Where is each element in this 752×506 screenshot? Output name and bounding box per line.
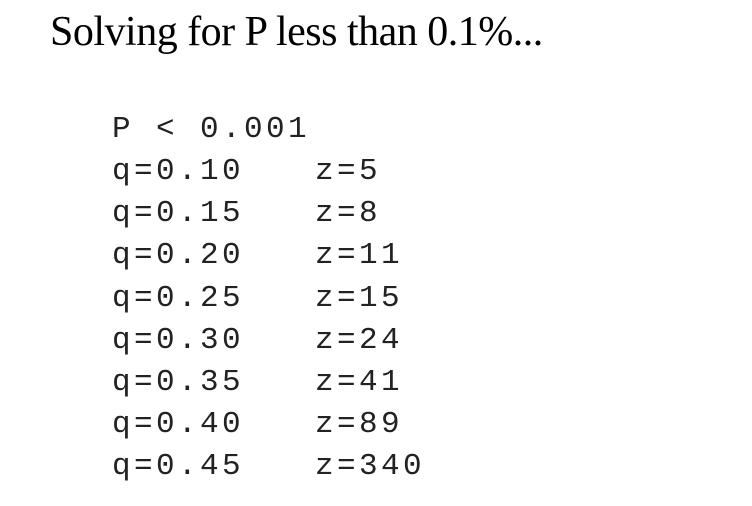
q-value: q=0.45 <box>112 449 245 485</box>
q-value: q=0.40 <box>112 407 245 443</box>
q-value: q=0.20 <box>112 238 245 274</box>
z-value: z=11 <box>315 238 404 274</box>
heading: Solving for P less than 0.1%... <box>50 9 543 55</box>
z-value: z=89 <box>315 407 404 443</box>
q-value: q=0.15 <box>112 196 245 232</box>
q-value: q=0.25 <box>112 280 245 316</box>
z-value: z=24 <box>315 322 404 358</box>
z-value: z=15 <box>315 280 404 316</box>
z-value: z=5 <box>315 154 382 189</box>
q-value: q=0.10 <box>112 154 245 189</box>
z-value: z=41 <box>315 365 404 400</box>
z-value: z=8 <box>315 196 382 232</box>
z-value: z=340 <box>315 449 426 485</box>
q-value: q=0.35 <box>112 365 245 400</box>
q-value: q=0.30 <box>112 322 245 358</box>
condition: P < 0.001 <box>112 112 311 147</box>
